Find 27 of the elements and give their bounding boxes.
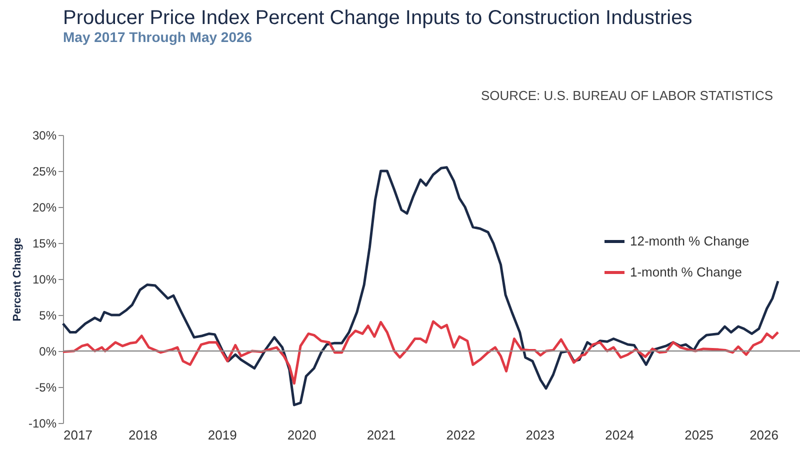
x-tick-label: 2023 — [526, 428, 555, 442]
y-tick-label: -10% — [28, 416, 57, 430]
source-note: SOURCE: U.S. BUREAU OF LABOR STATISTICS — [480, 88, 774, 103]
y-tick-label: 20% — [32, 200, 57, 214]
y-tick-label: 25% — [32, 164, 57, 178]
x-tick-label: 2019 — [208, 428, 237, 442]
y-tick-label: -5% — [35, 380, 57, 394]
x-tick-label: 2017 — [64, 428, 92, 442]
y-tick-label: 30% — [32, 128, 57, 142]
y-tick-label: 15% — [32, 236, 57, 250]
x-tick-label: 2025 — [684, 428, 714, 442]
line-series — [62, 166, 780, 406]
legend-label: 12-month % Change — [630, 234, 750, 248]
chart-title: Producer Price Index Percent Change Inputs to Construction Industries — [63, 7, 692, 29]
x-tick-label: 2020 — [287, 428, 316, 442]
x-tick-label: 2022 — [446, 428, 476, 442]
x-tick-label: 2024 — [605, 428, 634, 442]
y-tick-label: 10% — [32, 272, 57, 286]
x-tick-label: 2026 — [750, 428, 778, 442]
y-tick-label: 0% — [39, 344, 57, 358]
line-series — [62, 320, 780, 385]
y-axis-title: Percent Change — [11, 238, 24, 322]
chart-subtitle: May 2017 Through May 2026 — [63, 29, 252, 45]
x-tick-label: 2018 — [128, 428, 158, 442]
y-tick-label: 5% — [39, 308, 57, 322]
x-tick-label: 2021 — [366, 428, 396, 442]
legend-label: 1-month % Change — [630, 264, 742, 280]
